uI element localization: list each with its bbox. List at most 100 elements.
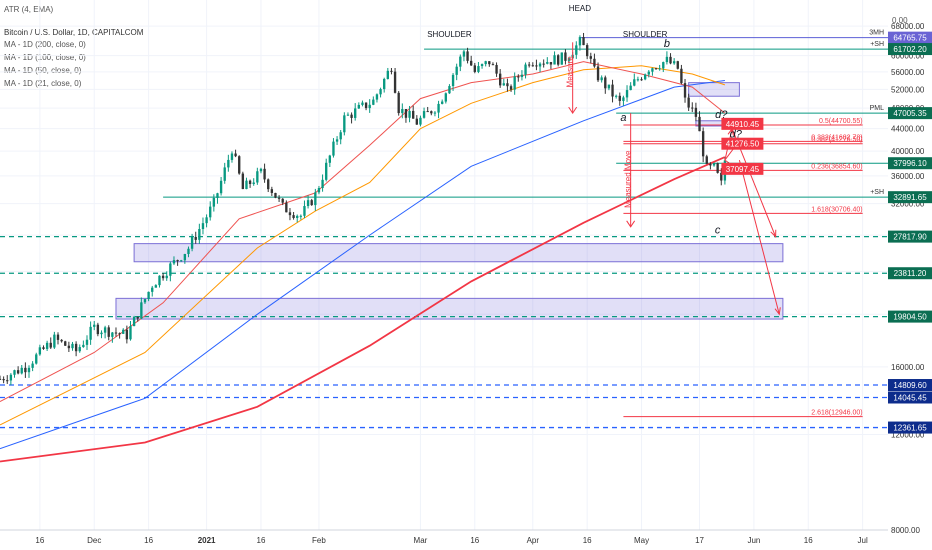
candle-body — [285, 202, 288, 213]
candle — [578, 35, 582, 51]
candle-body — [640, 79, 643, 81]
candle — [401, 103, 404, 119]
candle-body — [582, 37, 585, 46]
candle — [575, 41, 578, 59]
pattern-annotation: b — [664, 38, 670, 50]
candle-body — [495, 64, 498, 74]
candle — [404, 108, 408, 123]
candle — [49, 337, 52, 349]
candle — [53, 331, 56, 349]
candle-body — [578, 37, 582, 46]
candle-body — [462, 51, 466, 57]
candle-body — [433, 112, 437, 114]
candle — [118, 332, 121, 339]
candle — [444, 92, 447, 104]
candle-body — [325, 162, 328, 180]
candle-body — [299, 215, 303, 217]
candle — [212, 194, 216, 212]
candle-body — [143, 299, 147, 303]
candle — [111, 331, 114, 343]
candle-body — [234, 153, 237, 157]
ma-legend-21[interactable]: MA - 1D (21, close, 0) — [4, 79, 82, 88]
candle — [517, 74, 520, 82]
candle-body — [622, 97, 625, 101]
candle — [38, 344, 42, 356]
candle-body — [506, 83, 509, 87]
candle-body — [74, 343, 78, 352]
candle-body — [375, 94, 379, 100]
candle-body — [701, 131, 705, 157]
candle — [339, 129, 342, 145]
candle-body — [426, 111, 429, 113]
candle — [194, 231, 197, 244]
candle — [346, 112, 350, 116]
candle — [274, 192, 277, 199]
candle-body — [125, 329, 129, 340]
candle-body — [151, 287, 154, 292]
candle — [665, 51, 669, 65]
price-level-badge — [888, 310, 932, 323]
candle — [462, 49, 466, 62]
indicator-label[interactable]: ATR (4, EMA) — [4, 5, 54, 14]
candle-body — [651, 68, 654, 72]
candle — [161, 272, 165, 281]
candle — [564, 49, 567, 65]
candle — [187, 246, 190, 258]
candle-body — [560, 52, 563, 65]
candle — [201, 217, 205, 235]
candle — [368, 99, 371, 113]
candle — [299, 214, 303, 220]
candle-body — [604, 77, 607, 89]
candle — [720, 168, 723, 186]
candle-body — [618, 95, 621, 101]
candle-body — [67, 345, 71, 349]
pattern-annotation: Measured Move — [624, 150, 633, 208]
y-tick-label: 52000.00 — [891, 85, 925, 94]
candle-body — [216, 193, 219, 198]
candle — [238, 155, 241, 175]
pattern-annotation: c — [715, 224, 721, 236]
pattern-annotation: SHOULDER — [427, 30, 472, 39]
candle-body — [393, 71, 397, 93]
candle-body — [241, 173, 245, 190]
candle — [524, 62, 527, 79]
candle-body — [542, 63, 545, 65]
candle-body — [158, 275, 161, 286]
x-tick-label: 16 — [257, 536, 266, 545]
candle-body — [600, 77, 603, 81]
candle-body — [705, 156, 708, 164]
candle — [531, 62, 534, 67]
candle — [64, 340, 67, 346]
candle — [310, 198, 313, 206]
candle — [716, 162, 719, 174]
candle — [303, 200, 306, 219]
candle-body — [198, 229, 201, 240]
candle-body — [129, 326, 132, 340]
price-level-badge — [888, 230, 932, 243]
x-tick-label: Mar — [414, 536, 428, 545]
candle-body — [13, 370, 16, 375]
candle — [364, 102, 368, 111]
price-level-value: 61702.20 — [893, 45, 927, 54]
candle-body — [585, 45, 589, 57]
candle — [306, 195, 310, 209]
candle — [527, 61, 531, 68]
price-level-value: 19804.50 — [893, 313, 927, 322]
candle-body — [556, 55, 560, 65]
candle — [408, 105, 411, 123]
ma-legend-100[interactable]: MA - 1D (100, close, 0) — [4, 53, 86, 62]
ma-legend-50[interactable]: MA - 1D (50, close, 0) — [4, 66, 82, 75]
price-level-value: 32891.65 — [893, 193, 927, 202]
candle — [419, 115, 422, 127]
candle — [448, 84, 451, 94]
candle — [85, 335, 89, 350]
ma-legend-200[interactable]: MA - 1D (200, close, 0) — [4, 40, 86, 49]
candle — [614, 94, 618, 99]
candle-body — [531, 65, 534, 67]
candle — [549, 61, 553, 69]
candle — [415, 115, 418, 125]
fib-level-label: 0.5(44700.55) — [819, 118, 863, 125]
candle-body — [60, 339, 63, 342]
candle — [27, 365, 31, 378]
